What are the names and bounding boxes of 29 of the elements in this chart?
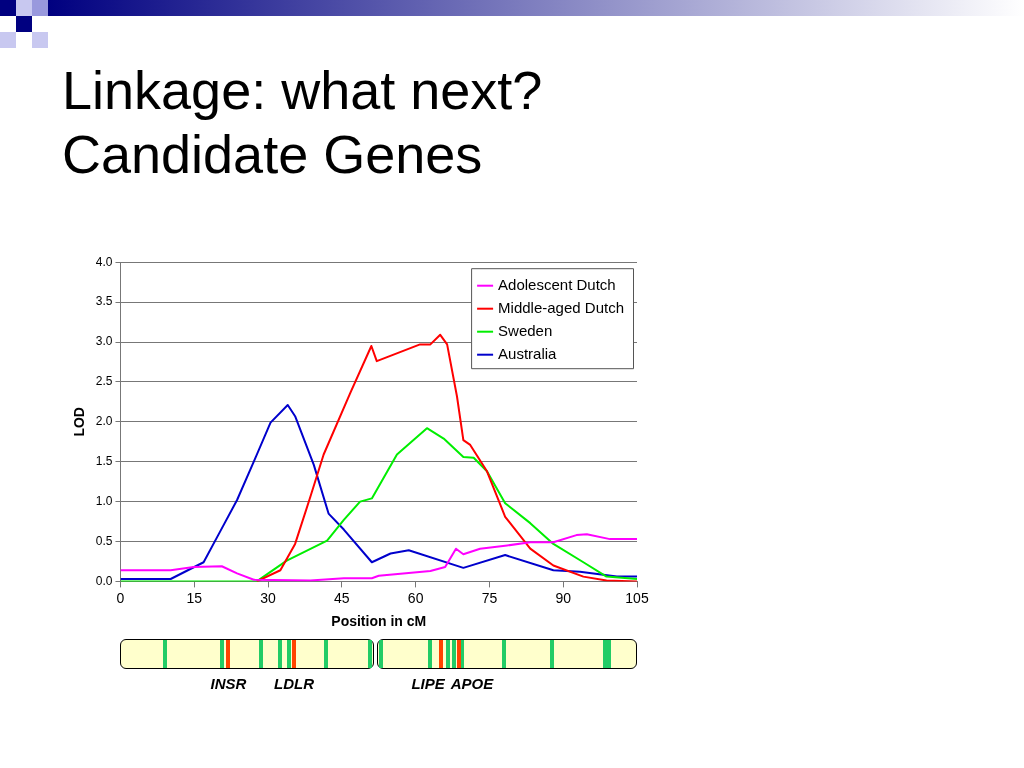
- y-tick-label: 3.0: [95, 334, 113, 349]
- y-tick-label: 2.0: [95, 414, 113, 429]
- y-tick-label: 0.0: [95, 573, 113, 588]
- y-tick-label: 1.5: [95, 454, 113, 469]
- x-tick-label: 75: [481, 589, 498, 606]
- x-tick-label: 45: [334, 589, 350, 606]
- text: LDLR: [274, 675, 315, 692]
- x-tick-label: 0: [116, 589, 125, 606]
- y-tick-label: 3.5: [95, 294, 113, 309]
- x-tick-label: 60: [407, 589, 424, 606]
- x-tick-label: 15: [186, 589, 203, 606]
- y-axis-title: LOD: [71, 407, 88, 437]
- chart-subtitle: Candidate Genes: [62, 124, 483, 184]
- chart-title: Linkage: what next?: [62, 60, 543, 120]
- x-axis-title: Position in cM: [331, 613, 427, 630]
- y-tick-label: 1.0: [95, 493, 113, 508]
- text: LIPE: [411, 675, 445, 692]
- x-tick-label: 30: [260, 589, 277, 606]
- x-tick-label: 105: [625, 589, 649, 606]
- legend-label: Adolescent Dutch: [498, 275, 616, 293]
- legend-label: Australia: [498, 344, 558, 362]
- y-tick-label: 2.5: [95, 374, 113, 389]
- y-tick-label: 4.0: [95, 254, 113, 269]
- text: INSR: [210, 675, 247, 692]
- y-tick-label: 0.5: [95, 533, 113, 548]
- x-tick-label: 90: [555, 589, 572, 606]
- legend-label: Sweden: [498, 321, 553, 339]
- text: APOE: [450, 675, 494, 692]
- legend-label: Middle-aged Dutch: [498, 298, 624, 316]
